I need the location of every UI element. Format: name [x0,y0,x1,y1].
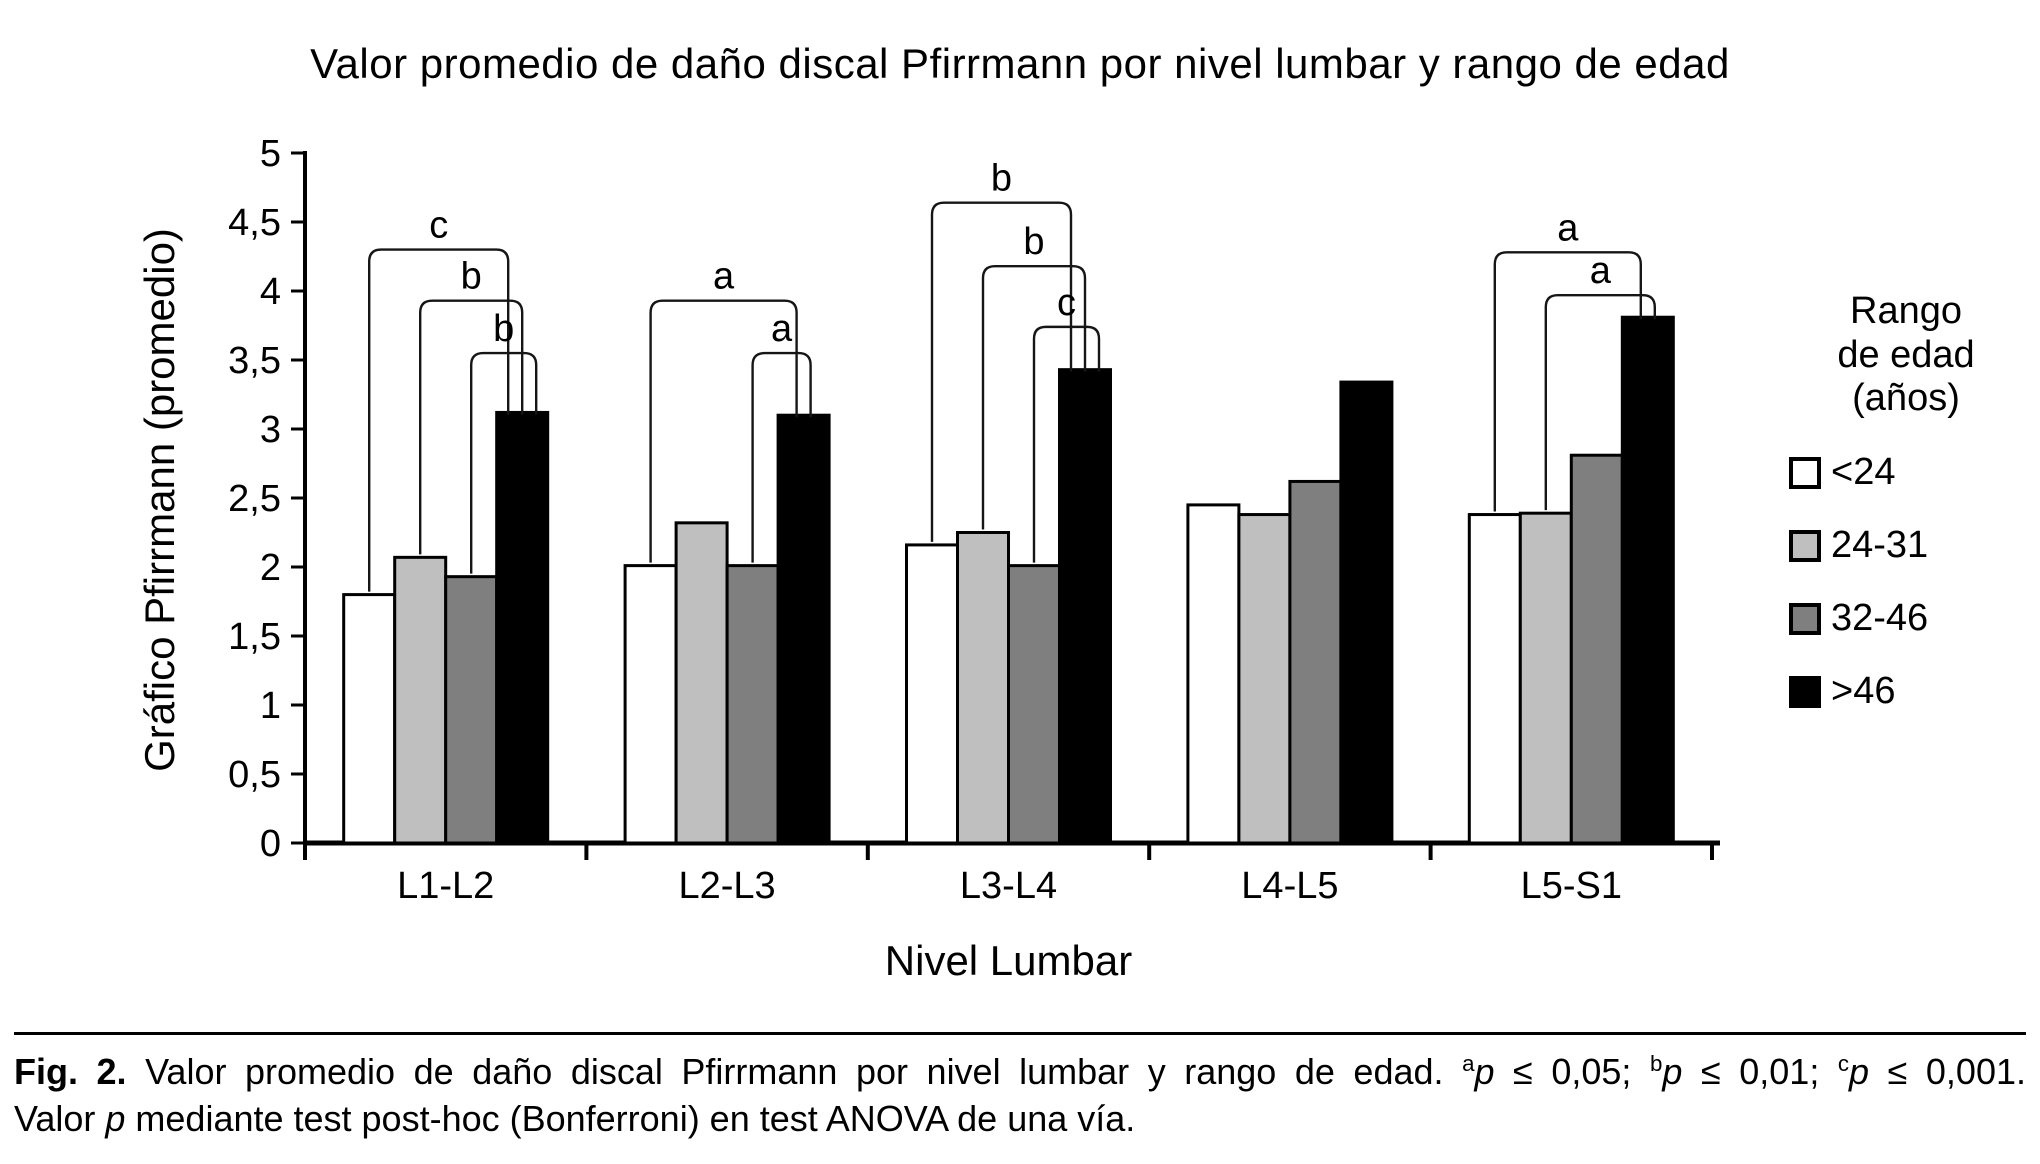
y-tick-label: 3 [260,409,281,451]
y-tick-label: 5 [260,133,281,175]
x-category-label: L2-L3 [678,865,775,907]
legend-swatch-icon [1789,675,1821,708]
significance-bracket [649,299,798,563]
figure-caption: Fig. 2. Valor promedio de daño discal Pf… [14,1032,2026,1143]
legend-item: >46 [1789,670,2037,713]
bar-L2-L3-24-31 [674,521,729,845]
legend-item: 32-46 [1789,597,2037,640]
y-tick-label: 4,5 [228,202,281,244]
caption-text: p [1849,1051,1870,1092]
y-tick-label: 2 [260,547,281,589]
y-tick-label: 2,5 [228,478,281,520]
legend-swatch-icon [1789,602,1821,635]
y-tick-label: 3,5 [228,340,281,382]
legend-title: Rango de edad (años) [1775,290,2037,421]
caption-text: Fig. 2. [14,1051,127,1092]
bar-L3-L4-32-46 [1007,564,1061,845]
significance-label: a [713,256,735,298]
bar-L5-S1-32-46 [1569,453,1624,845]
x-category-label: L5-S1 [1521,865,1622,907]
y-tick-label: 1,5 [228,616,281,658]
significance-bracket [930,201,1073,542]
bar-L1-L2-<24 [342,593,397,845]
legend-item-label: <24 [1831,451,1896,494]
significance-label: c [429,205,448,247]
bar-L3-L4->46 [1058,368,1112,845]
legend-item-label: 32-46 [1831,597,1929,640]
bar-L4-L5-32-46 [1288,479,1343,845]
significance-bracket [981,264,1087,530]
caption-text: p [1662,1051,1683,1092]
bar-L4-L5-24-31 [1237,513,1292,845]
y-tick-label: 0,5 [228,754,281,796]
x-category-label: L4-L5 [1241,865,1338,907]
bar-L3-L4-24-31 [956,531,1010,845]
significance-bracket [1544,293,1656,511]
significance-label: b [461,256,482,298]
x-category-label: L1-L2 [397,865,494,907]
significance-bracket [470,351,538,574]
significance-superscript: c [1837,1051,1850,1076]
significance-label: b [991,158,1012,200]
bar-L2-L3-<24 [623,564,678,845]
caption-text: Valor promedio de daño discal Pfirrmann … [126,1051,1463,1092]
figure-caption-line-1: Fig. 2. Valor promedio de daño discal Pf… [14,1049,2026,1096]
y-tick-label: 0 [260,823,281,865]
significance-label: a [1557,207,1579,249]
legend-title-line: de edad [1837,333,1975,376]
legend-items: <24 24-31 32-46 >46 [1775,451,2037,713]
legend-item: 24-31 [1789,524,2037,567]
significance-label: c [1057,282,1076,324]
bar-chart: 0 0,5 1 1,5 2 2,5 3 3,5 4 4,5 5 L1-L2 L2-L3 L3-L4 L4-L… [228,133,1720,984]
legend-swatch-icon [1789,456,1821,489]
bar-L2-L3->46 [776,413,831,845]
chart-legend: Rango de edad (años) <24 24-31 32-46 >46 [1775,290,2037,713]
caption-text: p [105,1097,126,1139]
y-tick-label: 1 [260,685,281,727]
bar-L5-S1-24-31 [1518,511,1573,845]
significance-bracket [1493,251,1642,512]
bar-L2-L3-32-46 [725,564,780,845]
y-tick-label: 4 [260,271,281,313]
legend-title-line: (años) [1852,377,1960,420]
significance-label: b [1023,221,1044,263]
x-axis-label: Nivel Lumbar [885,937,1132,984]
significance-label: b [493,308,514,350]
bar-L3-L4-<24 [905,543,959,845]
significance-superscript: b [1649,1051,1663,1076]
chart-title: Valor promedio de daño discal Pfirrmann … [310,40,1730,87]
figure-caption-line-2: Valor p mediante test post-hoc (Bonferro… [14,1096,2026,1143]
bar-L5-S1->46 [1620,315,1675,845]
bar-L1-L2-24-31 [393,555,448,845]
significance-bracket [419,299,524,555]
caption-text: mediante test post-hoc (Bonferroni) en t… [125,1097,1136,1139]
caption-text: ≤ 0,05; [1494,1051,1650,1092]
significance-label: a [1590,250,1612,292]
x-category-label: L3-L4 [960,865,1057,907]
legend-item: <24 [1789,451,2037,494]
bar-L5-S1-<24 [1467,513,1522,845]
bar-L1-L2->46 [495,410,550,845]
significance-bracket [368,248,510,592]
bar-L4-L5-<24 [1186,503,1241,845]
significance-bracket [751,351,812,563]
caption-text: Valor [14,1097,106,1139]
significance-label: a [771,308,793,350]
legend-swatch-icon [1789,529,1821,562]
significance-superscript: a [1462,1051,1475,1076]
bar-L1-L2-32-46 [444,575,499,845]
legend-item-label: 24-31 [1831,524,1929,567]
caption-text: ≤ 0,01; [1682,1051,1838,1092]
legend-title-line: Rango [1850,290,1962,332]
significance-bracket [1032,325,1101,563]
caption-text: p [1474,1051,1495,1092]
bar-L4-L5->46 [1339,380,1394,845]
legend-item-label: >46 [1831,670,1896,713]
caption-text: ≤ 0,001. [1869,1051,2026,1092]
